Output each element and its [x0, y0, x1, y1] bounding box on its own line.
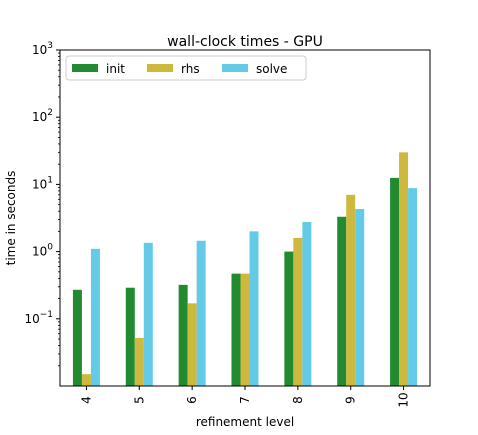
- bar-init-8: [284, 251, 294, 386]
- x-axis-label: refinement level: [196, 415, 294, 429]
- x-tick-label-9: 9: [344, 396, 358, 404]
- bar-solve-7: [249, 231, 259, 386]
- legend-label-init: init: [106, 62, 125, 76]
- x-tick-label-5: 5: [132, 396, 146, 404]
- legend-swatch-solve: [222, 64, 248, 72]
- bar-solve-5: [143, 242, 153, 386]
- legend-label-rhs: rhs: [181, 62, 200, 76]
- y-tick-label-1: 100: [32, 243, 53, 259]
- y-tick-label-10: 101: [32, 175, 53, 191]
- bar-rhs-4: [81, 374, 91, 386]
- bar-rhs-8: [293, 237, 303, 386]
- legend-label-solve: solve: [256, 62, 287, 76]
- bar-solve-6: [196, 240, 206, 386]
- bar-solve-4: [90, 248, 100, 386]
- plot-area: 4 5 6 7 8 9 10 10−1 100 101 102 103: [24, 41, 431, 408]
- x-tick-label-8: 8: [291, 396, 305, 404]
- bar-solve-10: [408, 188, 418, 386]
- bar-solve-9: [355, 209, 365, 386]
- bar-init-6: [178, 284, 188, 386]
- y-axis-label: time in seconds: [4, 171, 18, 266]
- bar-solve-8: [302, 222, 312, 386]
- y-tick-label-100: 102: [32, 108, 53, 124]
- bar-init-10: [390, 177, 400, 386]
- x-tick-label-6: 6: [185, 396, 199, 404]
- y-tick-label-1000: 103: [32, 41, 53, 57]
- legend-swatch-init: [72, 64, 98, 72]
- bar-init-7: [231, 273, 241, 386]
- bar-rhs-7: [240, 273, 250, 386]
- legend-swatch-rhs: [147, 64, 173, 72]
- bar-rhs-9: [346, 194, 356, 386]
- bar-init-5: [125, 287, 135, 386]
- bar-rhs-5: [134, 337, 144, 386]
- x-tick-label-7: 7: [238, 396, 252, 404]
- bar-init-9: [337, 216, 347, 386]
- x-tick-label-10: 10: [397, 392, 411, 407]
- bar-init-4: [72, 289, 82, 386]
- bar-rhs-6: [187, 303, 197, 386]
- chart-title: wall-clock times - GPU: [167, 34, 323, 50]
- legend-box: [65, 55, 307, 81]
- legend: init rhs solve: [65, 55, 307, 81]
- bar-rhs-10: [399, 152, 409, 386]
- axes-frame: [59, 49, 431, 387]
- x-tick-label-4: 4: [79, 396, 93, 404]
- y-tick-label-0.1: 10−1: [24, 310, 53, 326]
